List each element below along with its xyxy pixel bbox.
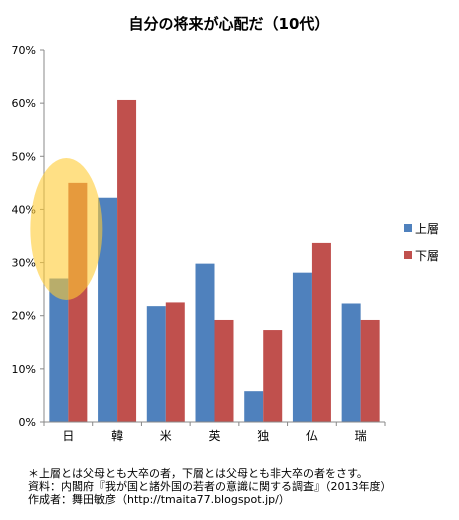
bar-upper-0 <box>49 278 69 422</box>
bar-upper-3 <box>195 263 215 422</box>
x-tick-label: 瑞 <box>355 429 367 443</box>
bar-lower-6 <box>360 319 380 422</box>
chart-title: 自分の将来が心配だ（10代） <box>129 15 330 33</box>
bar-upper-6 <box>341 303 361 422</box>
y-tick-label: 0% <box>19 416 36 429</box>
y-tick-label: 50% <box>12 150 36 163</box>
footnote-definition: ＊上層とは父母とも大卒の者，下層とは父母とも非大卒の者をさす。 <box>28 467 368 480</box>
x-tick-label: 独 <box>257 429 269 443</box>
x-tick-label: 仏 <box>306 429 318 443</box>
legend-swatch <box>404 251 412 259</box>
y-tick-label: 40% <box>12 203 36 216</box>
bar-lower-4 <box>263 330 283 422</box>
bar-lower-1 <box>117 99 137 422</box>
x-tick-label: 英 <box>208 429 220 443</box>
footnote-source: 資料：内閣府『我が国と諸外国の若者の意識に関する調査』（2013年度） <box>28 480 392 493</box>
legend-label: 上層 <box>415 222 439 236</box>
legend-label: 下層 <box>415 249 439 263</box>
x-tick-label: 米 <box>160 429 172 443</box>
bar-upper-4 <box>244 391 264 422</box>
bar-upper-5 <box>292 272 312 422</box>
y-tick-label: 20% <box>12 310 36 323</box>
bar-lower-5 <box>311 242 331 422</box>
x-tick-label: 日 <box>62 429 74 443</box>
bar-upper-1 <box>98 197 118 422</box>
bar-upper-2 <box>146 306 166 422</box>
footnote-author: 作成者：舞田敏彦（http://tmaita77.blogspot.jp/） <box>28 493 290 506</box>
highlight-ellipse <box>30 158 103 300</box>
bar-lower-2 <box>165 302 185 422</box>
legend-swatch <box>404 224 412 232</box>
y-tick-label: 60% <box>12 97 36 110</box>
y-tick-label: 70% <box>12 44 36 57</box>
y-tick-label: 30% <box>12 257 36 270</box>
y-tick-label: 10% <box>12 363 36 376</box>
x-tick-label: 韓 <box>111 429 123 443</box>
bar-lower-3 <box>214 319 234 422</box>
